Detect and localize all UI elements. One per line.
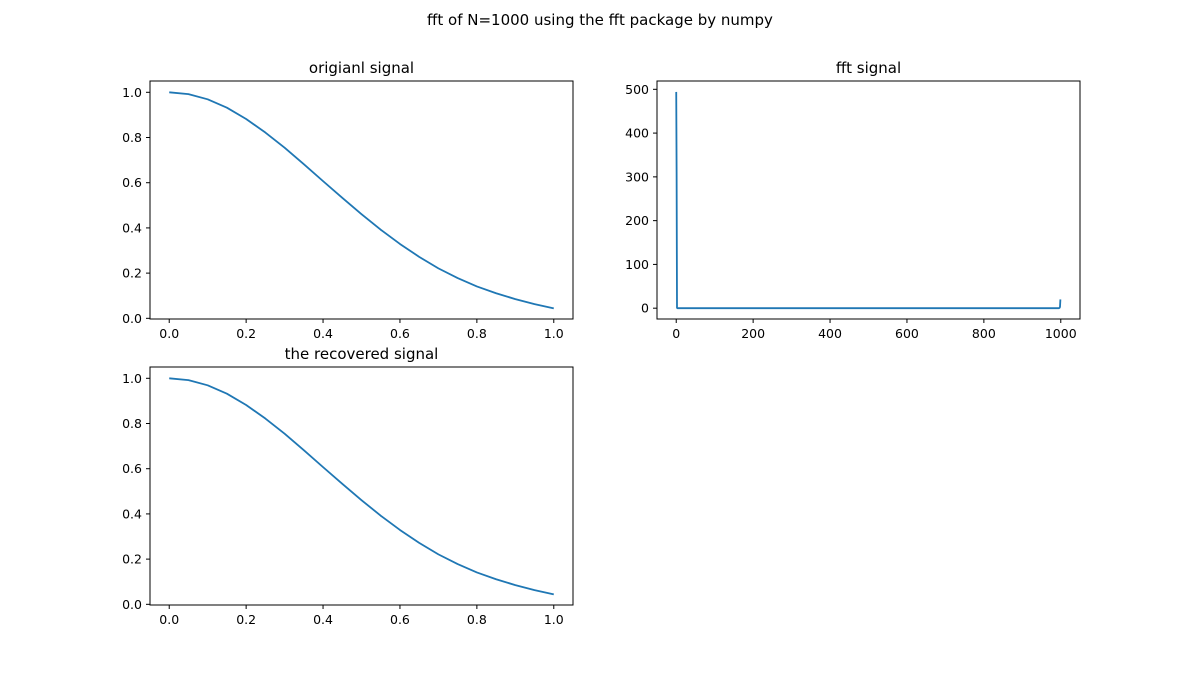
original-signal-ytick-label: 0.4: [122, 220, 142, 235]
recovered-signal-series-line-0: [169, 377, 554, 596]
original-signal-xtick-label: 1.0: [544, 326, 564, 341]
fft-signal-title: fft signal: [836, 59, 901, 77]
original-signal-xtick-label: 0.6: [390, 326, 410, 341]
fft-signal-ytick-label: 300: [625, 169, 649, 184]
recovered-signal-xtick-label: 0.6: [390, 612, 410, 627]
original-signal-ytick-label: 0.8: [122, 130, 142, 145]
original-signal-ytick-label: 1.0: [122, 85, 142, 100]
recovered-signal-xtick-label: 0.8: [467, 612, 487, 627]
recovered-signal-ytick-label: 0.0: [122, 597, 142, 612]
original-signal-xtick-label: 0.8: [467, 326, 487, 341]
recovered-signal-ytick-label: 0.6: [122, 461, 142, 476]
subplot-recovered-signal: 0.0 0.2 0.4 0.6 0.8 1.0 0.0 0.2 0.4 0.6 0.8 1.0 the …: [122, 345, 574, 627]
fft-signal-xtick-label: 0: [672, 326, 680, 341]
original-signal-xtick-label: 0.2: [236, 326, 256, 341]
subplot-original-signal: 0.0 0.2 0.4 0.6 0.8 1.0 0.0 0.2 0.4 0.6 0.8 1.0 orig…: [122, 59, 574, 341]
fft-signal-xtick-label: 200: [741, 326, 765, 341]
recovered-signal-xtick-label: 1.0: [544, 612, 564, 627]
original-signal-ytick-label: 0.0: [122, 311, 142, 326]
original-signal-series-line-0: [169, 91, 554, 310]
subplot-fft-signal: 0 200 400 600 800 1000 0 100 200 300 400 500 fft sig…: [625, 59, 1081, 341]
fft-signal-series-line-0: [675, 91, 1062, 310]
recovered-signal-xtick-label: 0.0: [159, 612, 179, 627]
fft-signal-xtick-label: 1000: [1045, 326, 1077, 341]
fft-signal-xtick-label: 800: [972, 326, 996, 341]
original-signal-axes-frame: [149, 80, 574, 320]
fft-signal-ytick-label: 0: [641, 301, 649, 316]
recovered-signal-xtick-label: 0.4: [313, 612, 333, 627]
original-signal-xtick-label: 0.4: [313, 326, 333, 341]
original-signal-ytick-label: 0.2: [122, 266, 142, 281]
original-signal-title: origianl signal: [309, 59, 414, 77]
fft-signal-ytick-label: 200: [625, 213, 649, 228]
recovered-signal-ytick-label: 0.4: [122, 506, 142, 521]
fft-signal-ytick-label: 500: [625, 82, 649, 97]
recovered-signal-ytick-label: 1.0: [122, 371, 142, 386]
original-signal-xtick-label: 0.0: [159, 326, 179, 341]
fft-signal-xtick-label: 600: [895, 326, 919, 341]
recovered-signal-ytick-label: 0.2: [122, 552, 142, 567]
original-signal-ytick-label: 0.6: [122, 175, 142, 190]
fft-signal-xtick-label: 400: [818, 326, 842, 341]
fft-signal-axes-frame: [656, 80, 1081, 320]
fft-signal-ytick-label: 100: [625, 257, 649, 272]
recovered-signal-xtick-label: 0.2: [236, 612, 256, 627]
recovered-signal-title: the recovered signal: [285, 345, 439, 363]
recovered-signal-axes-frame: [149, 366, 574, 606]
recovered-signal-ytick-label: 0.8: [122, 416, 142, 431]
figure-suptitle: fft of N=1000 using the fft package by n…: [427, 11, 773, 29]
fft-signal-ytick-label: 400: [625, 126, 649, 141]
